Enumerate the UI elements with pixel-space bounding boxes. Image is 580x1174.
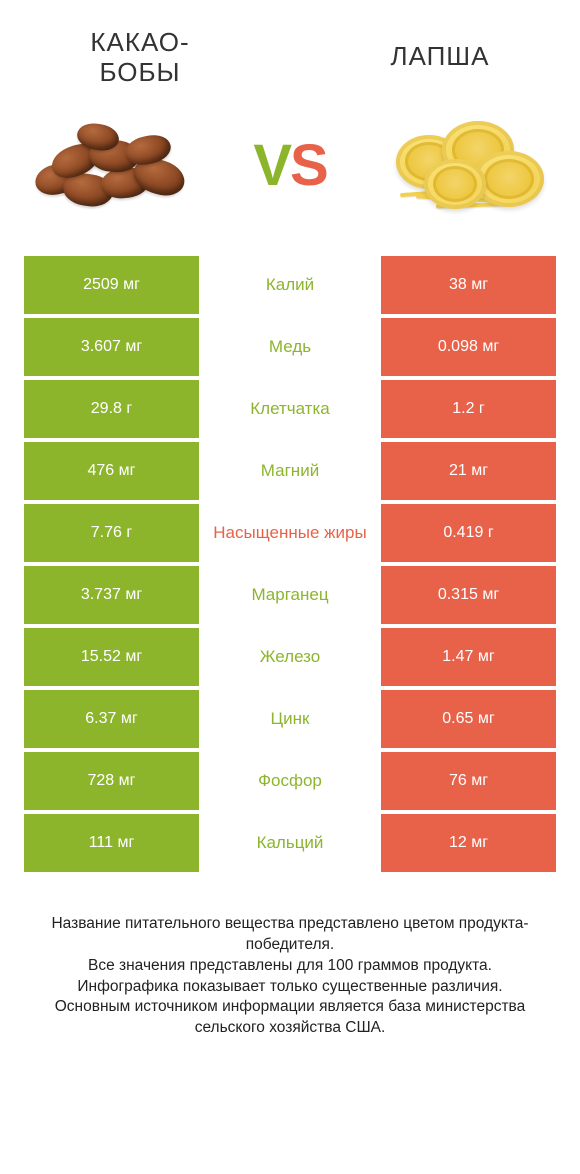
footer-notes: Название питательного вещества представл… [0,876,580,1040]
nutrient-name: Медь [199,318,381,376]
right-value: 1.2 г [381,380,556,438]
nutrient-name: Магний [199,442,381,500]
product-left-title: КАКАО-БОБЫ [40,28,240,88]
right-value: 1.47 мг [381,628,556,686]
left-value: 15.52 мг [24,628,199,686]
product-left-image [24,106,194,226]
footer-line-1: Название питательного вещества представл… [34,914,546,956]
table-row: 111 мгКальций12 мг [24,814,556,872]
table-row: 3.607 мгМедь0.098 мг [24,318,556,376]
product-right-title: ЛАПША [340,42,540,72]
left-value: 111 мг [24,814,199,872]
left-value: 6.37 мг [24,690,199,748]
nutrient-name: Клетчатка [199,380,381,438]
table-row: 29.8 гКлетчатка1.2 г [24,380,556,438]
left-value: 476 мг [24,442,199,500]
vs-v: V [253,133,290,198]
product-right-image [386,106,556,226]
footer-line-3: Инфографика показывает только существенн… [34,977,546,998]
cocoa-beans-icon [29,116,189,216]
vs-label: VS [253,132,326,199]
comparison-table: 2509 мгКалий38 мг3.607 мгМедь0.098 мг29.… [0,256,580,872]
table-row: 15.52 мгЖелезо1.47 мг [24,628,556,686]
product-right-title-wrap: ЛАПША [340,42,540,72]
right-value: 76 мг [381,752,556,810]
nutrient-name: Фосфор [199,752,381,810]
nutrient-name: Железо [199,628,381,686]
pasta-nests-icon [386,111,556,221]
left-value: 29.8 г [24,380,199,438]
nutrient-name: Кальций [199,814,381,872]
right-value: 21 мг [381,442,556,500]
left-value: 3.607 мг [24,318,199,376]
vs-s: S [290,133,327,198]
right-value: 0.098 мг [381,318,556,376]
nutrient-name: Цинк [199,690,381,748]
nutrient-name: Марганец [199,566,381,624]
nutrient-name: Насыщенные жиры [199,504,381,562]
table-row: 728 мгФосфор76 мг [24,752,556,810]
table-row: 6.37 мгЦинк0.65 мг [24,690,556,748]
right-value: 0.65 мг [381,690,556,748]
table-row: 476 мгМагний21 мг [24,442,556,500]
left-value: 7.76 г [24,504,199,562]
right-value: 12 мг [381,814,556,872]
nutrient-name: Калий [199,256,381,314]
left-value: 3.737 мг [24,566,199,624]
vs-row: VS [0,98,580,256]
footer-line-2: Все значения представлены для 100 граммо… [34,956,546,977]
left-value: 2509 мг [24,256,199,314]
table-row: 2509 мгКалий38 мг [24,256,556,314]
right-value: 38 мг [381,256,556,314]
table-row: 3.737 мгМарганец0.315 мг [24,566,556,624]
footer-line-4: Основным источником информации является … [34,997,546,1039]
header: КАКАО-БОБЫ ЛАПША [0,0,580,98]
table-row: 7.76 гНасыщенные жиры0.419 г [24,504,556,562]
left-value: 728 мг [24,752,199,810]
right-value: 0.315 мг [381,566,556,624]
right-value: 0.419 г [381,504,556,562]
product-left-title-wrap: КАКАО-БОБЫ [40,28,240,88]
